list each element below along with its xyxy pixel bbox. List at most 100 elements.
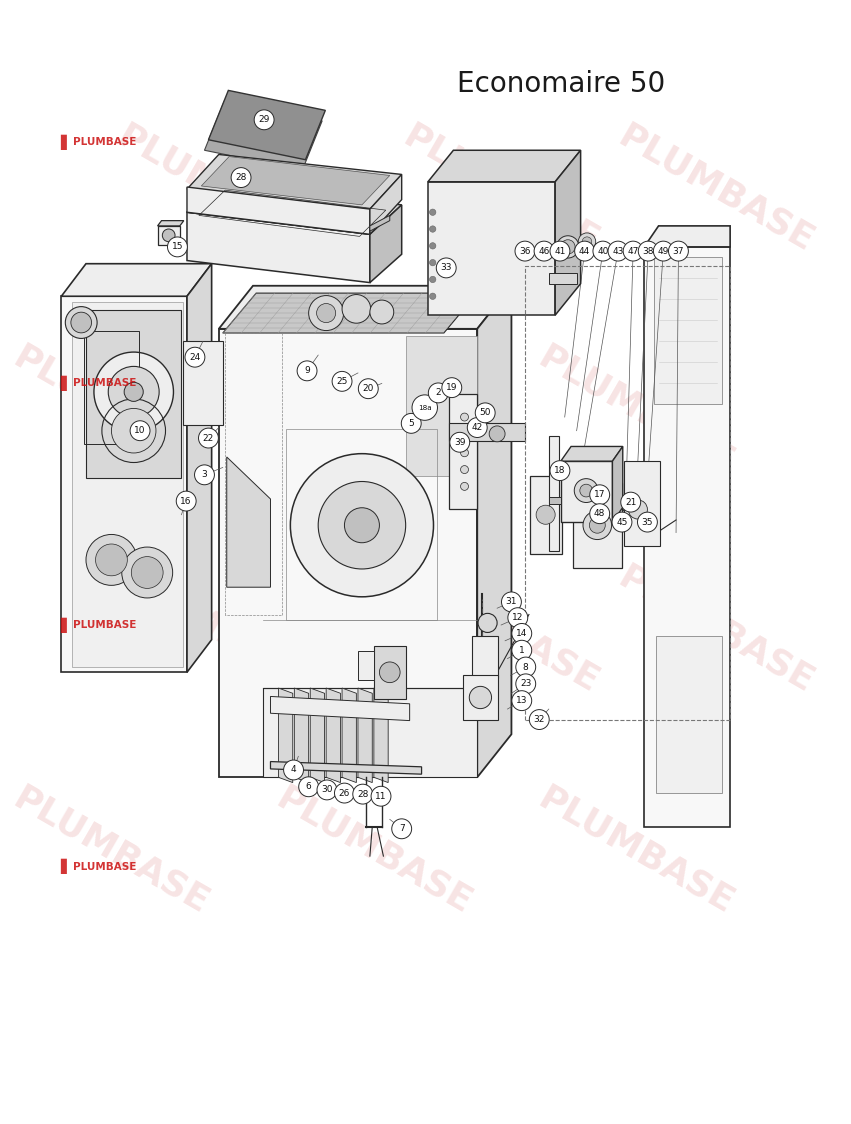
Polygon shape	[656, 635, 722, 794]
Polygon shape	[223, 293, 477, 333]
Text: Economaire 50: Economaire 50	[457, 70, 665, 98]
Text: 43: 43	[613, 246, 624, 255]
Text: 6: 6	[306, 782, 311, 791]
Circle shape	[557, 236, 579, 259]
Text: ▌: ▌	[60, 375, 71, 391]
Text: PLUMBASE: PLUMBASE	[397, 119, 605, 259]
Polygon shape	[448, 424, 525, 442]
Circle shape	[580, 484, 592, 497]
Polygon shape	[271, 762, 421, 774]
Polygon shape	[573, 483, 622, 569]
Circle shape	[460, 465, 469, 473]
Polygon shape	[187, 184, 402, 234]
Polygon shape	[613, 446, 623, 522]
Circle shape	[475, 402, 495, 423]
Text: PLUMBASE: PLUMBASE	[397, 561, 605, 700]
Text: 13: 13	[516, 696, 528, 705]
Circle shape	[317, 303, 335, 323]
Circle shape	[254, 110, 274, 129]
Polygon shape	[529, 475, 562, 554]
Circle shape	[345, 508, 380, 543]
Circle shape	[516, 674, 535, 694]
Polygon shape	[428, 182, 555, 315]
Text: 10: 10	[134, 426, 146, 435]
Text: 23: 23	[520, 679, 531, 688]
Polygon shape	[226, 457, 271, 587]
Circle shape	[185, 347, 205, 368]
Circle shape	[370, 300, 394, 324]
Text: 26: 26	[339, 789, 350, 798]
Circle shape	[131, 556, 163, 588]
Text: 46: 46	[539, 246, 550, 255]
Circle shape	[608, 242, 628, 261]
Text: PLUMBASE: PLUMBASE	[612, 119, 820, 259]
Circle shape	[534, 242, 554, 261]
Circle shape	[612, 513, 632, 532]
Text: PLUMBASE: PLUMBASE	[533, 339, 740, 480]
Text: 22: 22	[203, 434, 214, 443]
Circle shape	[515, 242, 535, 261]
Circle shape	[380, 662, 400, 682]
Circle shape	[550, 461, 570, 481]
Polygon shape	[358, 651, 374, 680]
Circle shape	[402, 414, 421, 433]
Text: 41: 41	[554, 246, 566, 255]
Circle shape	[536, 505, 555, 524]
Circle shape	[511, 624, 532, 643]
Circle shape	[124, 382, 143, 401]
Polygon shape	[477, 285, 511, 778]
Circle shape	[168, 237, 187, 257]
Circle shape	[309, 296, 344, 330]
Text: 25: 25	[336, 377, 348, 386]
Circle shape	[86, 534, 137, 586]
Polygon shape	[428, 151, 580, 182]
Text: 18: 18	[554, 466, 566, 475]
Circle shape	[195, 465, 214, 484]
Text: 1: 1	[519, 645, 525, 654]
Text: 45: 45	[616, 517, 628, 526]
Polygon shape	[187, 212, 370, 282]
Circle shape	[583, 511, 612, 540]
Polygon shape	[472, 635, 498, 678]
Polygon shape	[187, 154, 402, 209]
Circle shape	[623, 242, 643, 261]
Polygon shape	[61, 297, 187, 672]
Polygon shape	[342, 688, 357, 782]
Text: 33: 33	[441, 263, 452, 272]
Circle shape	[593, 242, 613, 261]
Text: PLUMBASE: PLUMBASE	[270, 339, 477, 480]
Text: PLUMBASE: PLUMBASE	[73, 862, 137, 871]
Circle shape	[299, 777, 318, 797]
Circle shape	[669, 242, 688, 261]
Text: 36: 36	[519, 246, 531, 255]
Text: 18a: 18a	[418, 405, 431, 410]
Circle shape	[467, 418, 487, 437]
Circle shape	[94, 352, 174, 432]
Polygon shape	[219, 329, 477, 778]
Text: 50: 50	[479, 408, 491, 417]
Text: 28: 28	[236, 173, 247, 182]
Circle shape	[511, 691, 532, 710]
Polygon shape	[561, 446, 623, 461]
Circle shape	[460, 432, 469, 439]
Circle shape	[578, 233, 596, 251]
Text: 31: 31	[505, 598, 517, 607]
Circle shape	[290, 454, 433, 597]
Polygon shape	[549, 497, 561, 505]
Polygon shape	[294, 688, 309, 782]
Polygon shape	[278, 688, 293, 782]
Circle shape	[66, 307, 97, 338]
Text: PLUMBASE: PLUMBASE	[270, 781, 477, 921]
Text: 17: 17	[594, 490, 605, 499]
Text: 44: 44	[579, 246, 591, 255]
Circle shape	[442, 378, 462, 398]
Text: 38: 38	[643, 246, 654, 255]
Text: ▌: ▌	[60, 617, 71, 633]
Circle shape	[460, 448, 469, 456]
Circle shape	[430, 277, 436, 282]
Circle shape	[561, 239, 575, 254]
Polygon shape	[370, 174, 402, 234]
Polygon shape	[262, 688, 477, 778]
Text: 40: 40	[597, 246, 608, 255]
Circle shape	[638, 242, 658, 261]
